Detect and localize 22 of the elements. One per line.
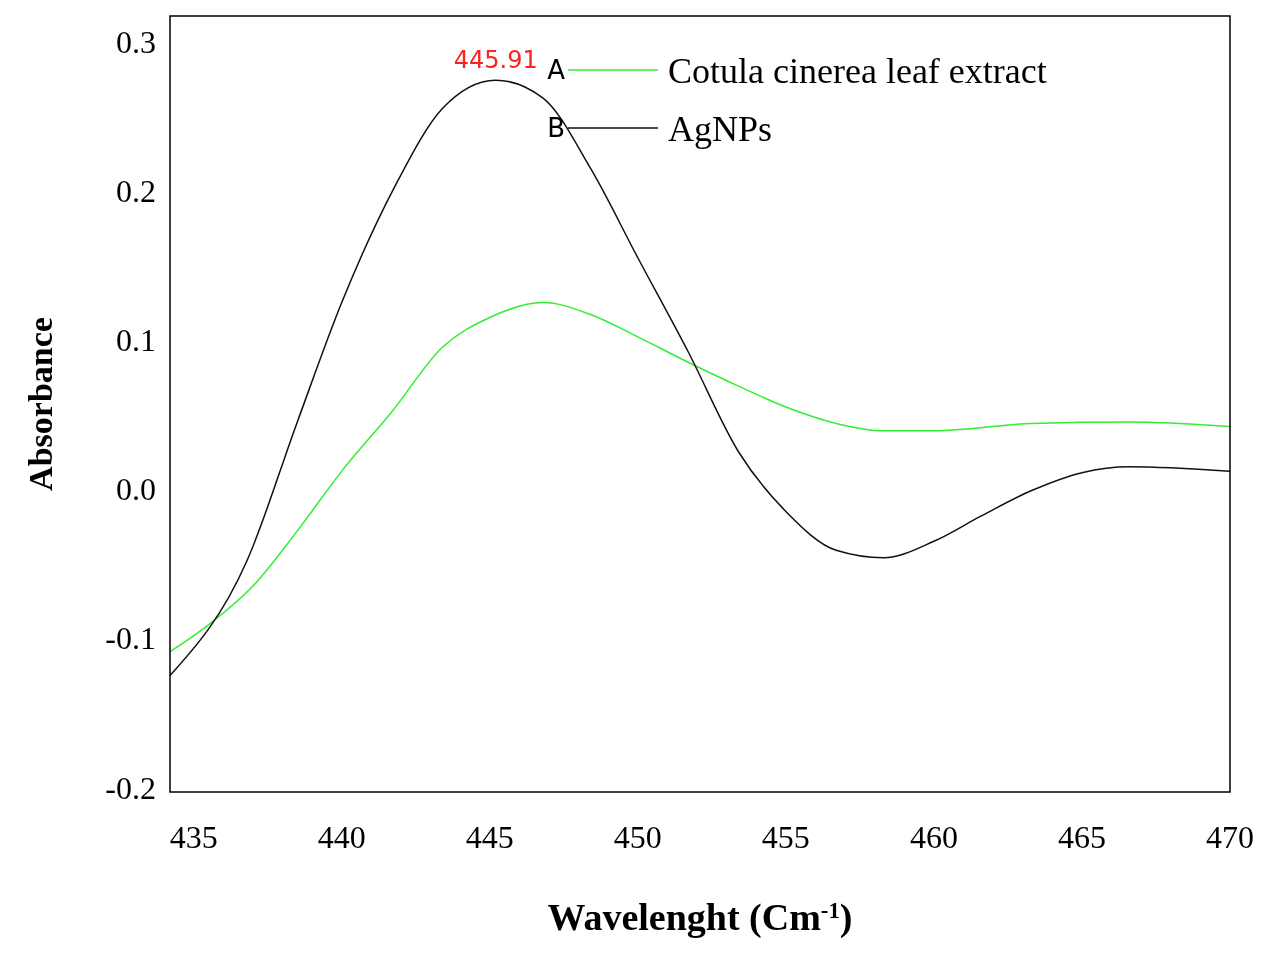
line-series: [169, 301, 1231, 653]
x-tick-label: 450: [613, 819, 662, 855]
legend-label: AgNPs: [668, 108, 773, 149]
y-tick-label: 0.2: [116, 172, 156, 209]
x-tick-label: 460: [909, 819, 958, 855]
annotation: 445.91: [453, 46, 538, 75]
y-axis-title: Absorbance: [22, 317, 59, 491]
x-tick-label: 435: [169, 819, 218, 855]
y-tick-label: -0.1: [105, 620, 156, 657]
x-tick-label: 440: [317, 819, 366, 855]
x-axis-title: Wavelenght (Cm$^{-1}$): [547, 896, 853, 939]
y-tick-label: 0.0: [116, 471, 156, 508]
legend-label: Cotula cinerea leaf extract: [668, 50, 1047, 91]
x-tick-label: 445: [465, 819, 514, 855]
x-tick-label: 465: [1057, 819, 1106, 855]
y-tick-label: -0.2: [105, 769, 156, 806]
y-tick-label: 0.3: [116, 23, 156, 60]
x-tick-label: 455: [761, 819, 810, 855]
x-tick-label: 470: [1206, 819, 1254, 855]
annotation: B: [547, 113, 565, 144]
y-tick-label: 0.1: [116, 322, 156, 359]
annotation: A: [547, 55, 566, 86]
